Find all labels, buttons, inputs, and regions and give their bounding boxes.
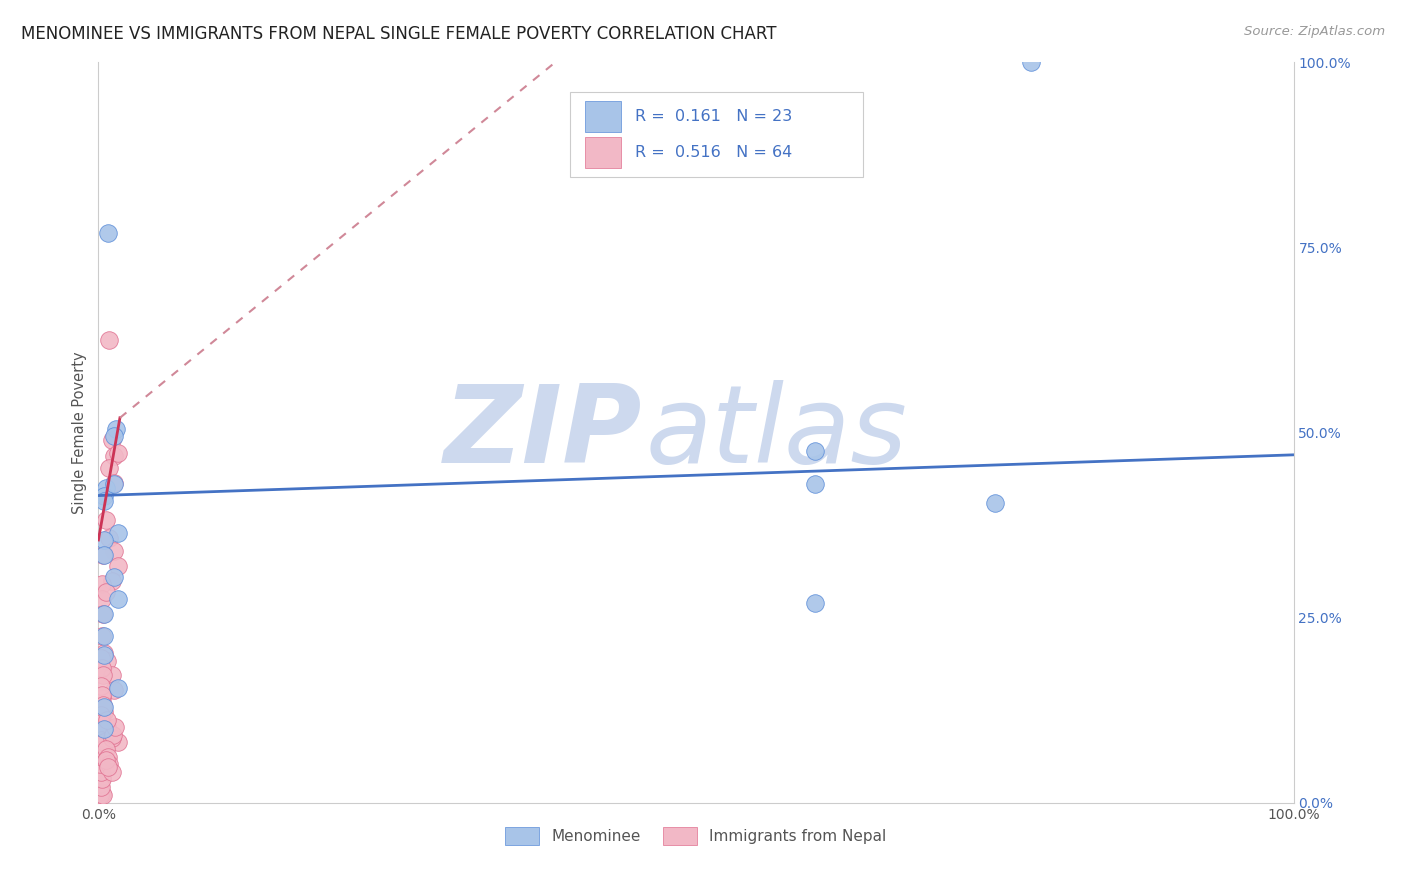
Point <box>91 698 114 712</box>
Text: atlas: atlas <box>645 380 908 485</box>
Point <box>97 760 120 774</box>
Text: Source: ZipAtlas.com: Source: ZipAtlas.com <box>1244 25 1385 38</box>
Text: MENOMINEE VS IMMIGRANTS FROM NEPAL SINGLE FEMALE POVERTY CORRELATION CHART: MENOMINEE VS IMMIGRANTS FROM NEPAL SINGL… <box>21 25 776 43</box>
Point <box>89 777 111 791</box>
Point <box>94 481 117 495</box>
Point <box>89 755 111 769</box>
Point <box>90 708 112 723</box>
Point <box>93 607 115 621</box>
Point <box>94 584 117 599</box>
Point <box>98 333 121 347</box>
Text: R =  0.161   N = 23: R = 0.161 N = 23 <box>636 109 792 124</box>
Point <box>103 544 125 558</box>
Point <box>90 780 112 794</box>
Point <box>91 770 114 784</box>
Point <box>804 596 827 610</box>
Point <box>100 574 122 588</box>
Point <box>91 750 114 764</box>
Point <box>804 444 827 458</box>
Point <box>100 668 122 682</box>
Point <box>90 747 112 762</box>
Point <box>93 646 115 660</box>
Point <box>90 763 112 777</box>
Point <box>105 422 128 436</box>
Point <box>93 489 115 503</box>
Point <box>984 496 1007 510</box>
Point <box>107 592 129 607</box>
Point <box>91 629 114 643</box>
FancyBboxPatch shape <box>585 101 620 132</box>
Point <box>103 450 125 464</box>
Point <box>1019 55 1042 70</box>
Point <box>91 787 114 801</box>
Y-axis label: Single Female Poverty: Single Female Poverty <box>72 351 87 514</box>
Point <box>107 525 129 540</box>
Point <box>100 764 122 779</box>
Point <box>90 715 112 730</box>
Point <box>93 735 115 749</box>
Text: ZIP: ZIP <box>444 380 643 485</box>
Point <box>90 732 112 747</box>
Point <box>96 720 118 734</box>
Point <box>93 533 115 547</box>
Point <box>90 764 112 779</box>
Point <box>91 668 114 682</box>
Point <box>93 648 115 662</box>
Point <box>93 706 115 720</box>
Point <box>98 531 121 545</box>
Point <box>97 226 120 240</box>
Point <box>90 787 112 801</box>
Point <box>91 690 114 705</box>
Point <box>91 548 114 562</box>
Point <box>104 720 127 734</box>
Point <box>90 679 112 693</box>
Point <box>98 757 121 772</box>
Point <box>91 772 114 786</box>
Point <box>100 728 122 742</box>
Point <box>91 592 114 607</box>
Point <box>103 477 125 491</box>
Point <box>107 558 129 573</box>
Point <box>91 661 114 675</box>
Point <box>89 757 111 772</box>
FancyBboxPatch shape <box>585 137 620 169</box>
Point <box>94 753 117 767</box>
Point <box>93 699 115 714</box>
Point <box>107 735 129 749</box>
Point <box>93 629 115 643</box>
Point <box>89 789 111 803</box>
Point <box>804 477 827 491</box>
Point <box>96 654 118 668</box>
Point <box>103 683 125 698</box>
Text: R =  0.516   N = 64: R = 0.516 N = 64 <box>636 145 792 161</box>
Point <box>94 513 117 527</box>
Point <box>96 713 118 727</box>
Point <box>97 750 120 764</box>
Point <box>90 651 112 665</box>
Point <box>103 429 125 443</box>
Point <box>107 446 129 460</box>
Point <box>100 731 122 745</box>
Point <box>91 689 114 703</box>
Point <box>103 570 125 584</box>
Point <box>103 475 125 490</box>
Point <box>100 433 122 447</box>
Point <box>94 742 117 756</box>
Point <box>89 785 111 799</box>
Point <box>91 725 114 739</box>
Point <box>101 728 124 742</box>
Point <box>93 722 115 736</box>
Point <box>98 461 121 475</box>
Point <box>91 607 114 621</box>
Point <box>93 548 115 562</box>
Point <box>91 789 114 803</box>
Point <box>93 493 115 508</box>
Point <box>89 740 111 755</box>
Point <box>91 742 114 756</box>
Legend: Menominee, Immigrants from Nepal: Menominee, Immigrants from Nepal <box>499 821 893 851</box>
Point <box>107 681 129 695</box>
Point <box>91 577 114 591</box>
FancyBboxPatch shape <box>571 92 863 178</box>
